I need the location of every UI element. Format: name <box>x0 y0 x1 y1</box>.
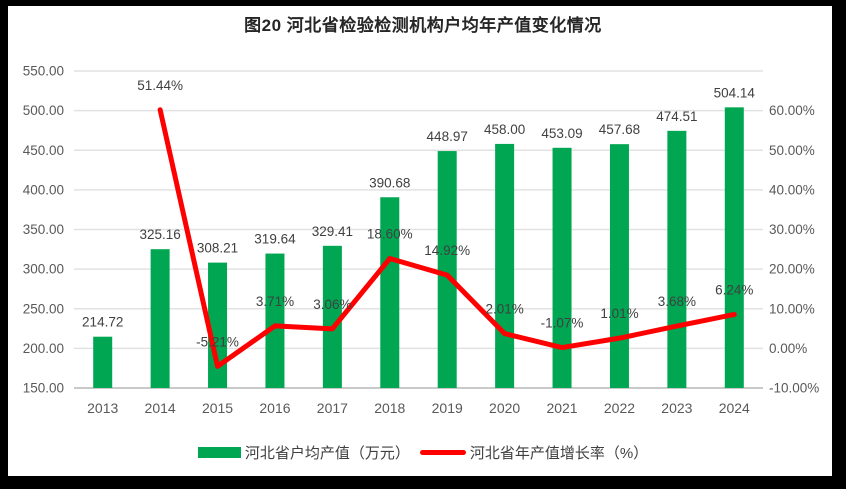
line-value-label: 3.68% <box>658 294 696 309</box>
bar-value-label: 474.51 <box>656 109 697 124</box>
line-value-label: 1.01% <box>600 306 638 321</box>
bar-series-swatch-icon <box>197 447 241 458</box>
x-axis-tick-label: 2014 <box>145 400 176 416</box>
legend-label-bar-series: 河北省户均产值（万元） <box>244 445 410 462</box>
left-axis-tick-label: 550.00 <box>23 64 64 79</box>
bar-2017 <box>322 245 342 388</box>
left-axis-tick-label: 350.00 <box>23 222 64 237</box>
line-value-label: -1.07% <box>541 316 584 331</box>
line-value-label: 6.24% <box>715 282 753 297</box>
x-axis-tick-label: 2015 <box>202 400 233 416</box>
x-axis-tick-label: 2022 <box>604 400 635 416</box>
right-axis-tick-label: -10.00% <box>769 381 819 396</box>
right-axis-tick-label: 60.00% <box>769 103 815 118</box>
x-axis-tick-label: 2017 <box>317 400 348 416</box>
growth-rate-line <box>157 107 737 369</box>
right-axis-tick-label: 20.00% <box>769 262 815 277</box>
bar-value-label: 329.41 <box>312 224 353 239</box>
bar-2018 <box>380 197 400 388</box>
bar-2013 <box>93 336 113 388</box>
x-axis-tick-label: 2019 <box>432 400 463 416</box>
x-axis-tick-label: 2018 <box>374 400 405 416</box>
bar-value-label: 319.64 <box>254 232 296 247</box>
legend-label-line-series: 河北省年产值增长率（%） <box>469 445 649 462</box>
bar-value-label: 448.97 <box>427 129 468 144</box>
bar-value-label: 390.68 <box>369 175 410 190</box>
bar-2024 <box>724 107 744 388</box>
bar-2023 <box>667 130 687 389</box>
bar-value-label: 453.09 <box>541 126 582 141</box>
x-axis-tick-label: 2013 <box>87 400 118 416</box>
left-axis-tick-label: 450.00 <box>23 143 64 158</box>
right-axis-tick-label: 10.00% <box>769 301 815 316</box>
right-axis-tick-label: 30.00% <box>769 222 815 237</box>
left-axis-tick-label: 400.00 <box>23 182 64 197</box>
bar-2022 <box>609 144 629 388</box>
left-axis-tick-label: 200.00 <box>23 341 64 356</box>
bar-2015 <box>208 262 228 388</box>
line-value-label: 18.60% <box>367 226 413 241</box>
bar-2014 <box>150 249 170 388</box>
bar-value-label: 458.00 <box>484 122 525 137</box>
chart-title: 图20 河北省检验检测机构户均年产值变化情况 <box>244 16 602 35</box>
x-axis-tick-label: 2020 <box>489 400 520 416</box>
line-value-label: -5.21% <box>196 334 239 349</box>
right-axis-tick-label: 40.00% <box>769 182 815 197</box>
x-axis-tick-label: 2024 <box>719 400 750 416</box>
x-axis-tick-label: 2016 <box>259 400 290 416</box>
bar-value-label: 504.14 <box>714 85 756 100</box>
line-value-label: 51.44% <box>137 78 183 93</box>
left-axis-tick-label: 300.00 <box>23 262 64 277</box>
x-axis-tick-label: 2021 <box>546 400 577 416</box>
bar-value-label: 325.16 <box>139 227 180 242</box>
bar-2020 <box>495 143 515 388</box>
line-series-swatch-icon <box>419 450 466 455</box>
right-axis-tick-label: 0.00% <box>769 341 807 356</box>
line-value-label: 2.01% <box>485 302 523 317</box>
bar-value-label: 214.72 <box>82 315 123 330</box>
legend-item-bar-series: 河北省户均产值（万元） <box>197 442 410 463</box>
left-axis-tick-label: 250.00 <box>23 301 64 316</box>
left-axis-tick-label: 500.00 <box>23 103 64 118</box>
bar-2016 <box>265 253 285 388</box>
line-value-label: 3.71% <box>256 294 294 309</box>
line-value-label: 14.92% <box>424 243 470 258</box>
legend-item-line-series: 河北省年产值增长率（%） <box>419 442 649 463</box>
bar-value-label: 457.68 <box>599 122 640 137</box>
bar-value-label: 308.21 <box>197 241 238 256</box>
bar-2019 <box>437 151 457 388</box>
left-axis-tick-label: 150.00 <box>23 381 64 396</box>
chart-legend: 河北省户均产值（万元） 河北省年产值增长率（%） <box>0 442 846 463</box>
bar-2021 <box>552 147 572 388</box>
x-axis-tick-label: 2023 <box>661 400 692 416</box>
chart-canvas <box>8 6 832 476</box>
line-value-label: 3.06% <box>313 297 351 312</box>
right-axis-tick-label: 50.00% <box>769 143 815 158</box>
